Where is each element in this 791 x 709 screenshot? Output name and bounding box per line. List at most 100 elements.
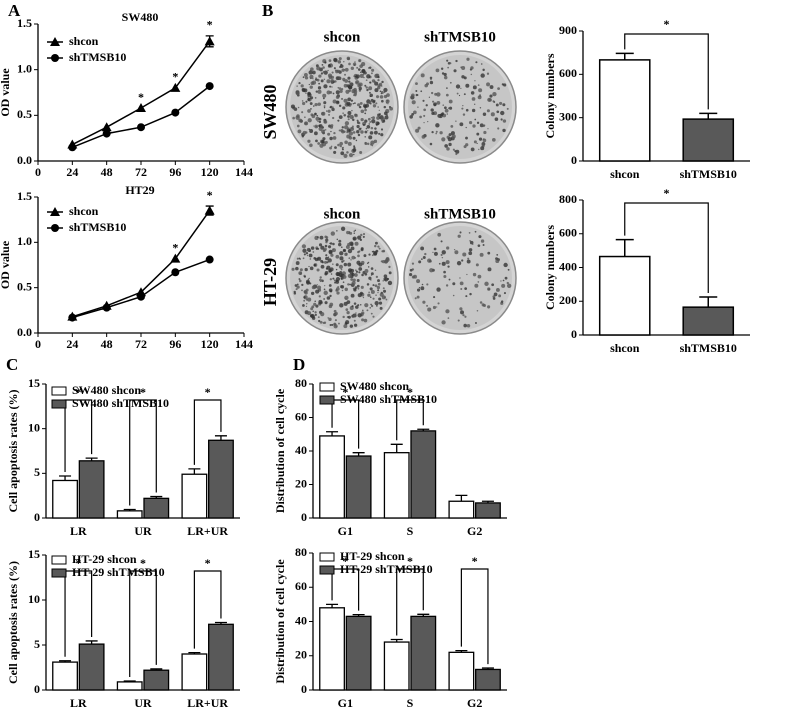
bar: [345, 455, 372, 519]
colony: [372, 297, 375, 300]
colony: [506, 281, 509, 285]
colony: [368, 291, 370, 294]
colony: [421, 258, 423, 260]
colony: [354, 113, 357, 117]
colony: [303, 275, 306, 278]
marker: [205, 255, 214, 264]
colony: [367, 117, 371, 121]
colony: [429, 142, 433, 146]
colony: [440, 253, 443, 256]
colony: [478, 148, 480, 151]
error-bar: [615, 238, 634, 257]
colony: [475, 322, 477, 324]
colony: [317, 236, 319, 239]
colony: [468, 248, 473, 252]
colony: [310, 67, 314, 71]
colony: [314, 97, 317, 99]
colony: [373, 99, 376, 103]
bar: [448, 500, 475, 519]
colony: [481, 303, 485, 307]
colony: [302, 303, 304, 306]
colony: [348, 131, 354, 136]
colony: [369, 121, 372, 123]
colony: [343, 324, 348, 329]
colony: [453, 69, 457, 73]
colony: [450, 131, 455, 136]
colony: [329, 146, 332, 150]
colony: [348, 231, 351, 233]
colony: [459, 122, 464, 127]
colony: [383, 111, 388, 116]
colony: [353, 302, 357, 305]
colony: [499, 101, 503, 105]
colony: [435, 123, 440, 128]
colony: [323, 290, 328, 296]
colony: [378, 297, 382, 301]
legend-swatch: [319, 565, 335, 575]
colony: [344, 79, 349, 83]
colony: [436, 101, 441, 105]
colony: [333, 57, 338, 62]
colony: [372, 315, 375, 318]
colony: [463, 323, 467, 328]
colony: [298, 81, 301, 85]
legend-swatch: [51, 386, 67, 396]
colony: [364, 107, 366, 109]
colony: [368, 276, 372, 280]
x-tick-label: UR: [134, 696, 152, 709]
colony: [313, 125, 315, 127]
annotation: *: [207, 188, 213, 202]
colony: [348, 257, 351, 260]
colony: [340, 226, 346, 231]
colony: [296, 85, 298, 87]
colony: [364, 272, 368, 276]
colony: [427, 121, 429, 123]
colony: [324, 285, 326, 287]
colony: [470, 91, 475, 95]
panel-letter: C: [6, 355, 18, 374]
colony: [345, 245, 350, 250]
colony: [319, 276, 322, 279]
colony: [309, 282, 312, 285]
colony: [332, 116, 335, 120]
colony: [328, 284, 331, 287]
error-bar: [390, 443, 403, 453]
colony: [312, 105, 315, 107]
colony: [474, 80, 476, 82]
colony: [308, 253, 313, 258]
bar: [181, 653, 208, 691]
annotation: *: [140, 385, 146, 399]
colony: [310, 96, 314, 100]
colony: [335, 280, 340, 284]
colony: [342, 106, 346, 110]
colony: [422, 99, 425, 102]
y-axis-label: Distribution of cell cycle: [273, 559, 287, 684]
colony: [338, 57, 342, 61]
colony: [369, 307, 371, 309]
colony: [383, 277, 386, 280]
colony: [329, 278, 333, 281]
colony: [369, 287, 373, 291]
colony: [315, 304, 319, 308]
colony: [328, 249, 333, 254]
significance-bracket: [624, 202, 709, 294]
colony: [321, 129, 325, 134]
annotation: *: [205, 385, 211, 399]
colony: [495, 103, 499, 107]
colony: [380, 128, 384, 131]
colony: [304, 267, 308, 272]
colony: [337, 119, 340, 122]
colony: [455, 149, 460, 154]
colony: [330, 145, 333, 148]
significance-bracket: [331, 568, 360, 611]
x-tick-label: 0: [35, 165, 41, 179]
colony: [309, 129, 314, 133]
legend-swatch: [51, 555, 67, 565]
colony: [352, 102, 355, 105]
y-tick-label: 15: [28, 376, 40, 390]
colony: [377, 291, 379, 294]
bar: [682, 306, 735, 336]
colony: [477, 84, 480, 86]
colony: [366, 74, 371, 79]
colony: [475, 61, 478, 64]
